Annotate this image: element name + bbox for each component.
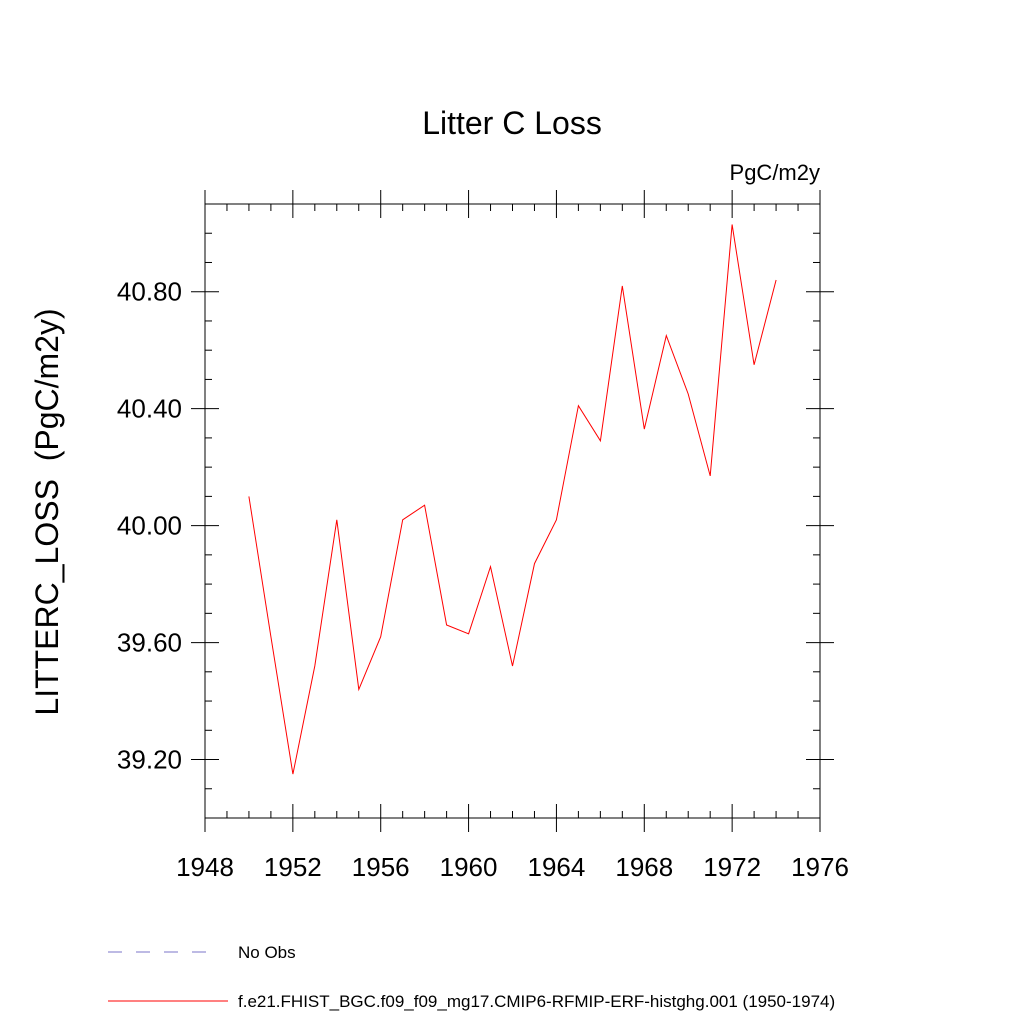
y-axis-label: LITTERC_LOSS (PgC/m2y) [29, 308, 65, 715]
x-tick-label: 1952 [264, 852, 322, 882]
y-tick-label: 39.60 [117, 628, 182, 658]
x-tick-label: 1976 [791, 852, 849, 882]
axis-ticks [191, 190, 834, 832]
legend-label-no-obs: No Obs [238, 943, 296, 962]
series-layer [248, 224, 777, 775]
x-tick-label: 1972 [703, 852, 761, 882]
x-tick-label: 1948 [176, 852, 234, 882]
y-tick-label: 39.20 [117, 745, 182, 775]
legend: No Obs f.e21.FHIST_BGC.f09_f09_mg17.CMIP… [108, 943, 835, 1011]
chart-title: Litter C Loss [422, 105, 602, 141]
y-tick-label: 40.80 [117, 277, 182, 307]
x-tick-label: 1960 [440, 852, 498, 882]
x-tick-label: 1968 [615, 852, 673, 882]
axis-tick-labels: 1948 1952 1956 1960 1964 1968 1972 1976 39.20 39.… [117, 277, 849, 882]
legend-label-histghg: f.e21.FHIST_BGC.f09_f09_mg17.CMIP6-RFMIP… [238, 992, 835, 1011]
y-tick-label: 40.00 [117, 511, 182, 541]
y-tick-label: 40.40 [117, 394, 182, 424]
units-label: PgC/m2y [730, 160, 820, 185]
x-tick-label: 1964 [528, 852, 586, 882]
plot-frame [204, 203, 821, 819]
x-tick-label: 1956 [352, 852, 410, 882]
series-line [248, 224, 777, 775]
